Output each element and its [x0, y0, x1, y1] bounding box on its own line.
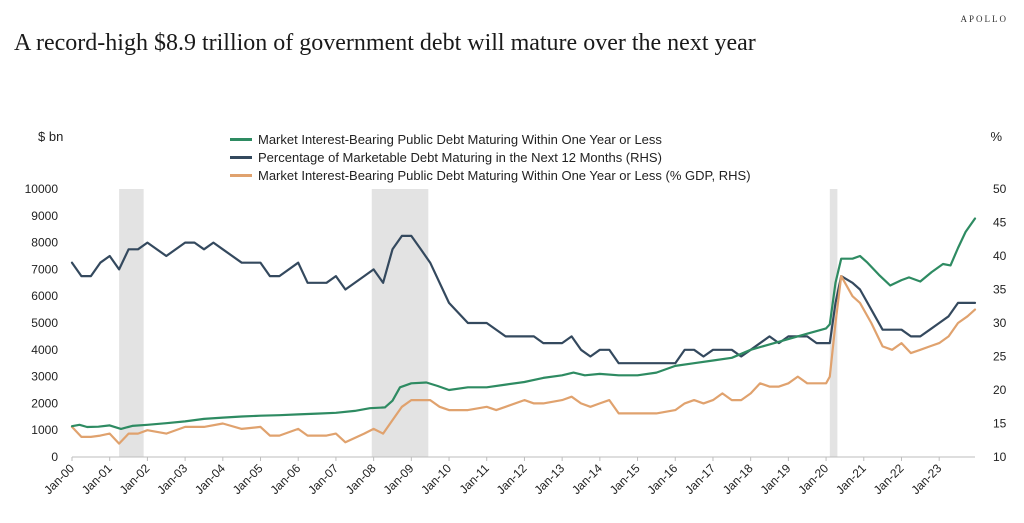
y-right-tick-label: 35: [993, 283, 1007, 297]
x-tick-label: Jan-03: [154, 461, 190, 497]
y-left-tick-label: 2000: [31, 396, 58, 410]
recession-band: [119, 189, 144, 457]
y-right-tick-label: 15: [993, 417, 1007, 431]
x-tick-label: Jan-01: [79, 461, 115, 497]
legend-label: Percentage of Marketable Debt Maturing i…: [258, 149, 662, 165]
legend-label: Market Interest-Bearing Public Debt Matu…: [258, 131, 662, 147]
y-left-tick-label: 0: [51, 450, 58, 464]
left-axis-unit: $ bn: [38, 129, 64, 144]
y-left-tick-label: 8000: [31, 236, 58, 250]
chart-title: A record-high $8.9 trillion of governmen…: [14, 30, 756, 56]
y-right-tick-label: 20: [993, 383, 1007, 397]
x-tick-label: Jan-08: [343, 461, 379, 497]
x-tick-label: Jan-13: [531, 461, 567, 497]
y-right-tick-label: 40: [993, 249, 1007, 263]
series-line-debt-maturing: [70, 217, 977, 430]
x-tick-label: Jan-19: [758, 461, 794, 497]
x-tick-label: Jan-09: [381, 461, 417, 497]
legend-item-percent-gdp: Market Interest-Bearing Public Debt Matu…: [230, 166, 751, 184]
x-tick-label: Jan-16: [645, 461, 681, 497]
x-tick-label: Jan-15: [607, 461, 643, 497]
y-right-tick-label: 10: [993, 450, 1007, 464]
legend: Market Interest-Bearing Public Debt Matu…: [230, 130, 751, 184]
y-left-tick-label: 9000: [31, 209, 58, 223]
y-right-tick-label: 45: [993, 216, 1007, 230]
x-tick-label: Jan-21: [833, 461, 869, 497]
series-line-percent-gdp: [70, 275, 977, 445]
x-tick-label: Jan-14: [569, 461, 605, 497]
y-left-tick-label: 6000: [31, 289, 58, 303]
recession-band: [371, 189, 429, 457]
series-line-percentage-marketable: [70, 234, 977, 365]
y-left-tick-label: 5000: [31, 316, 58, 330]
y-left-tick-label: 7000: [31, 262, 58, 276]
legend-item-percentage-marketable: Percentage of Marketable Debt Maturing i…: [230, 148, 751, 166]
x-tick-label: Jan-10: [418, 461, 454, 497]
x-tick-label: Jan-20: [795, 461, 831, 497]
legend-label: Market Interest-Bearing Public Debt Matu…: [258, 167, 751, 183]
x-tick-label: Jan-17: [682, 461, 718, 497]
right-axis-unit: %: [990, 129, 1002, 144]
x-tick-label: Jan-02: [117, 461, 153, 497]
x-tick-label: Jan-11: [457, 461, 492, 496]
y-right-tick-label: 25: [993, 350, 1007, 364]
legend-swatch-green: [230, 137, 252, 141]
y-left-tick-label: 3000: [31, 370, 58, 384]
x-tick-label: Jan-07: [305, 461, 341, 497]
legend-swatch-orange: [230, 173, 252, 177]
legend-item-debt-maturing: Market Interest-Bearing Public Debt Matu…: [230, 130, 751, 148]
x-tick-label: Jan-00: [41, 461, 77, 497]
x-tick-label: Jan-05: [230, 461, 266, 497]
y-left-tick-label: 4000: [31, 343, 58, 357]
brand-logo: APOLLO: [960, 14, 1008, 24]
x-tick-label: Jan-18: [720, 461, 756, 497]
x-tick-label: Jan-06: [267, 461, 303, 497]
y-left-tick-label: 10000: [25, 182, 59, 196]
y-left-tick-label: 1000: [31, 423, 58, 437]
x-tick-label: Jan-12: [494, 461, 530, 497]
x-tick-label: Jan-23: [908, 461, 944, 497]
legend-swatch-navy: [230, 155, 252, 159]
y-right-tick-label: 50: [993, 182, 1007, 196]
x-tick-label: Jan-22: [871, 461, 907, 497]
y-right-tick-label: 30: [993, 316, 1007, 330]
x-tick-label: Jan-04: [192, 461, 228, 497]
